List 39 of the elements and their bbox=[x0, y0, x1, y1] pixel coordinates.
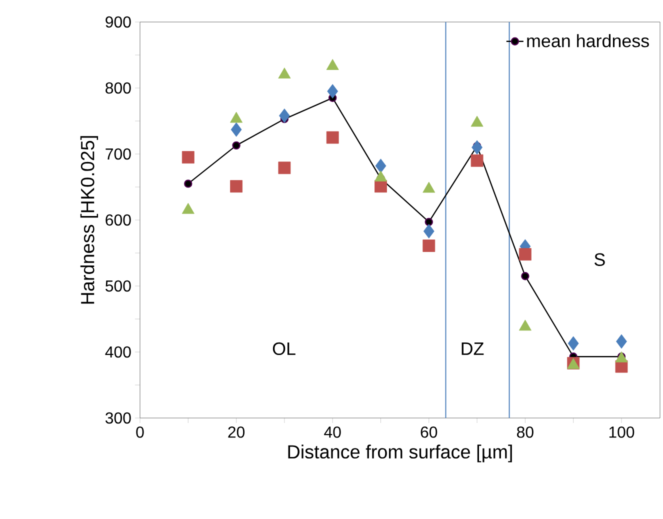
point bbox=[521, 272, 530, 280]
x-tick-label: 80 bbox=[517, 426, 534, 438]
x-tick-label: 0 bbox=[136, 426, 144, 438]
annotation: S bbox=[594, 253, 605, 266]
y-axis-title: Hardness [HK0.025] bbox=[80, 136, 98, 304]
point bbox=[232, 141, 240, 150]
x-tick-label: 100 bbox=[609, 426, 634, 438]
point bbox=[375, 158, 386, 174]
x-tick-label: 40 bbox=[324, 426, 341, 438]
point bbox=[230, 180, 242, 193]
x-tick-label: 60 bbox=[420, 426, 438, 438]
annotation: OL bbox=[272, 342, 296, 356]
point bbox=[184, 180, 192, 188]
y-tick-label: 500 bbox=[106, 280, 131, 292]
point bbox=[616, 334, 627, 349]
y-tick-label: 700 bbox=[106, 148, 131, 160]
x-tick-label: 20 bbox=[228, 426, 245, 438]
point bbox=[472, 140, 482, 155]
point bbox=[374, 180, 387, 193]
point bbox=[278, 162, 291, 174]
annotation: DZ bbox=[462, 342, 484, 355]
point bbox=[423, 224, 434, 238]
y-tick-label: 600 bbox=[106, 214, 131, 226]
point bbox=[422, 240, 436, 252]
point bbox=[568, 336, 579, 351]
y-tick-label: 300 bbox=[105, 412, 131, 424]
point bbox=[518, 248, 532, 261]
legend-label: mean hardness bbox=[527, 34, 649, 48]
point bbox=[326, 131, 339, 144]
x-axis-title: Distance from surface [µm] bbox=[288, 444, 512, 462]
point bbox=[230, 122, 242, 137]
point bbox=[278, 108, 290, 123]
point bbox=[327, 84, 338, 98]
y-tick-label: 400 bbox=[105, 346, 131, 358]
point bbox=[470, 154, 484, 167]
y-tick-label: 800 bbox=[106, 82, 131, 94]
point bbox=[424, 218, 433, 226]
y-tick-label: 900 bbox=[106, 16, 131, 28]
point bbox=[182, 151, 194, 164]
